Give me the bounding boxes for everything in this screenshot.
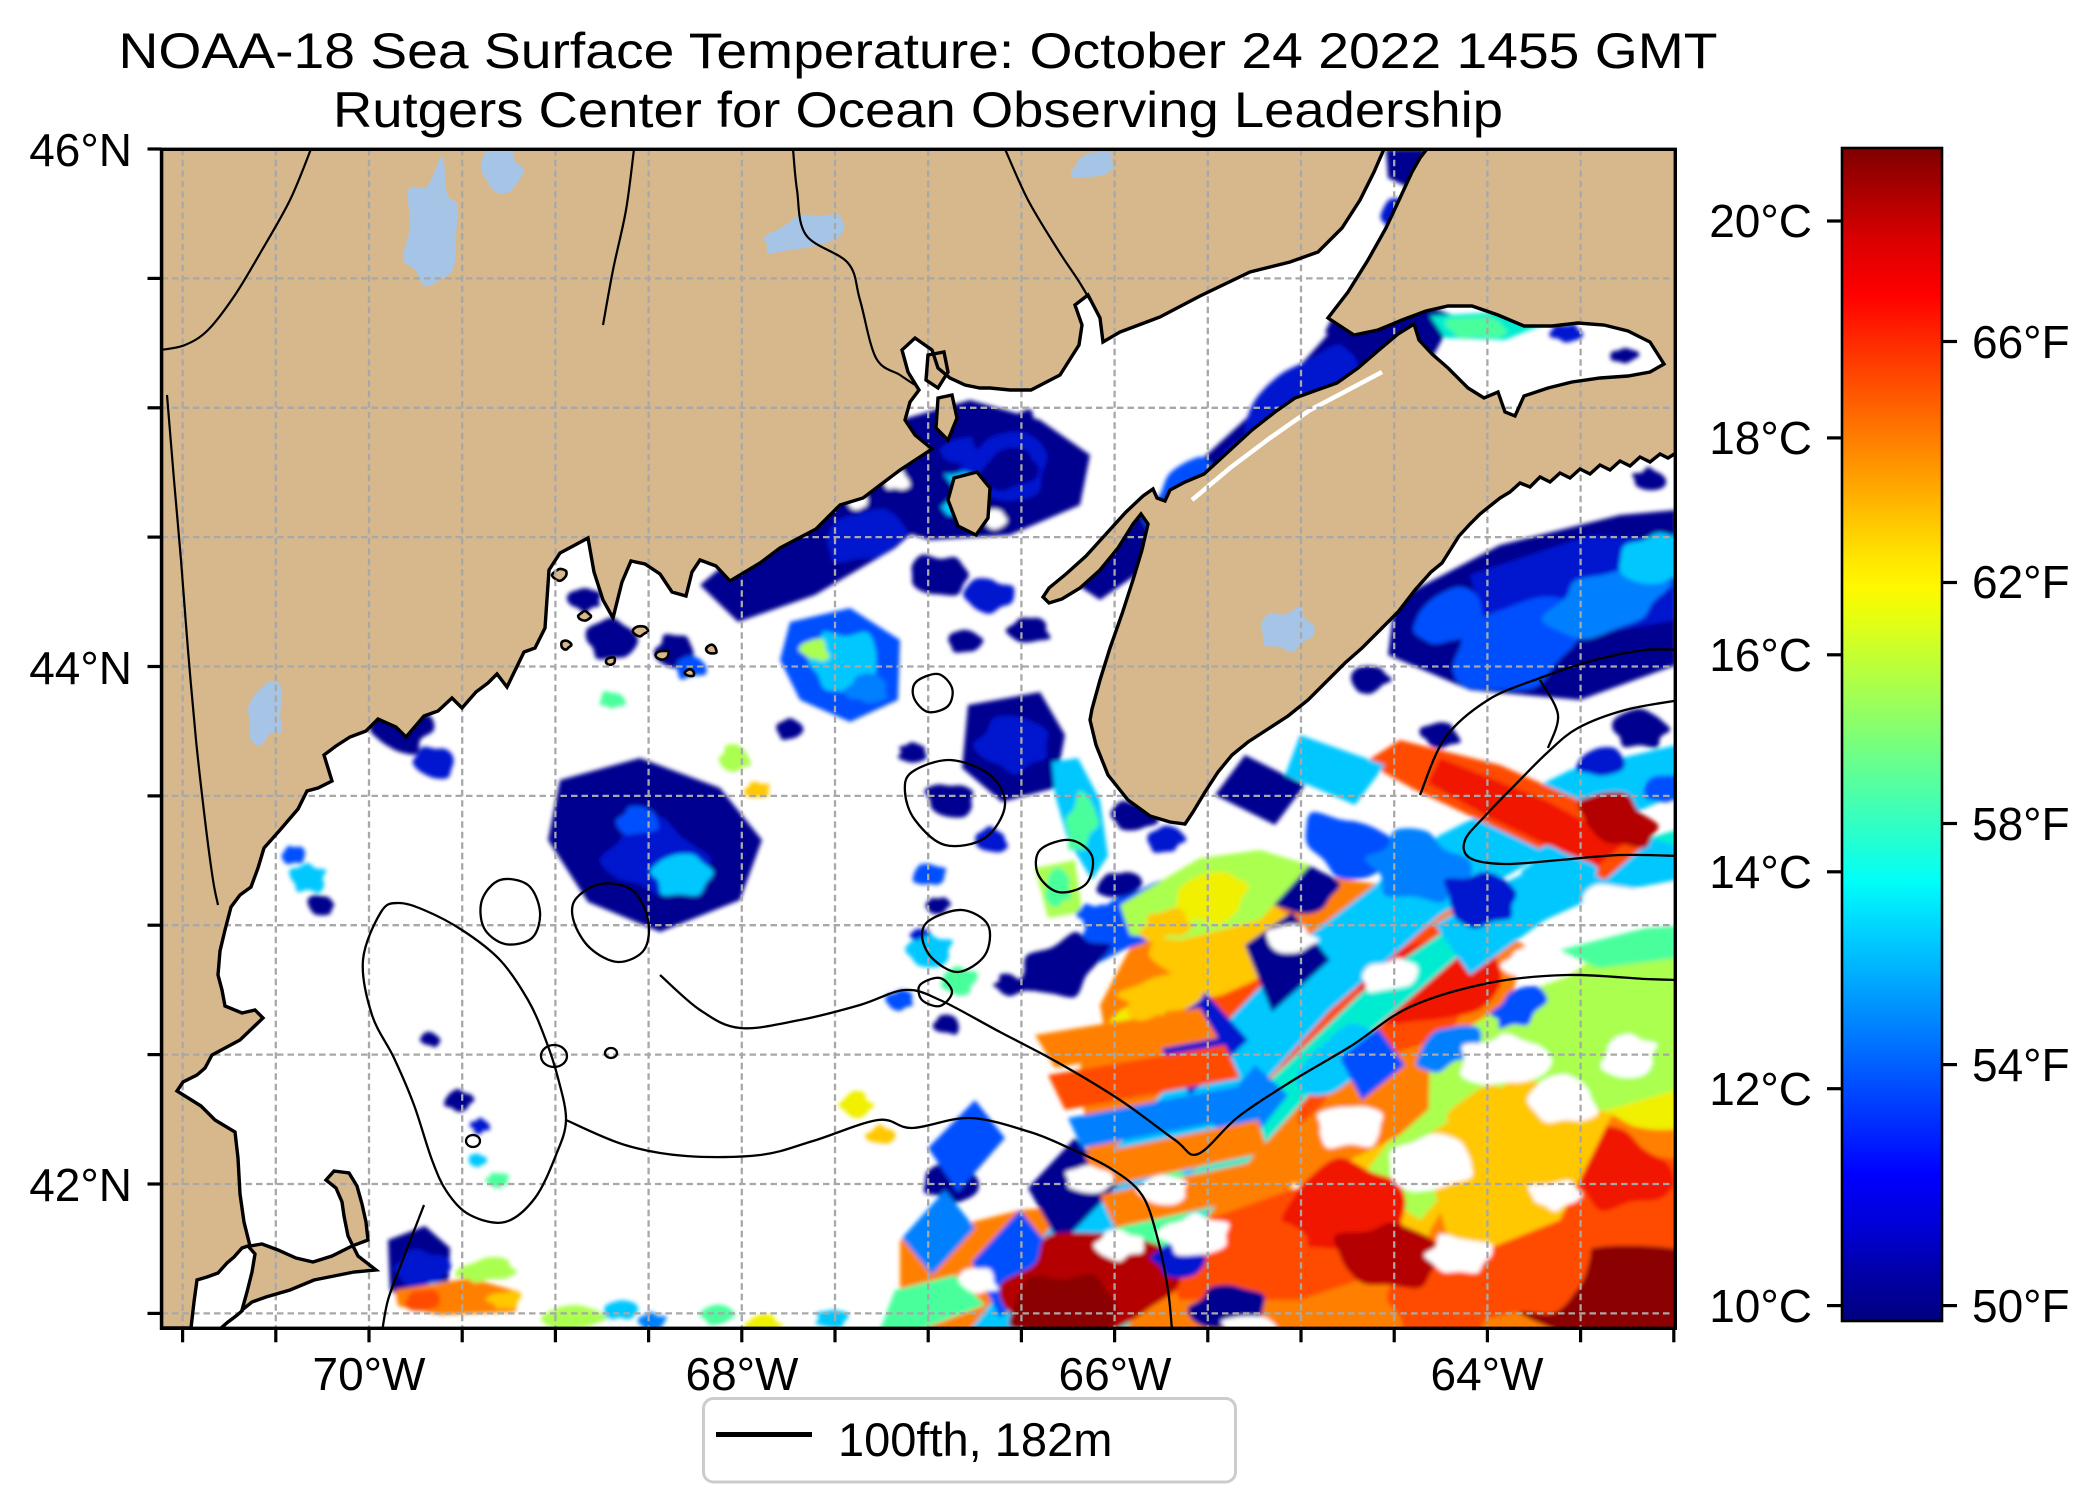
svg-text:100fth, 182m: 100fth, 182m bbox=[838, 1413, 1112, 1466]
svg-text:14°C: 14°C bbox=[1709, 846, 1812, 898]
svg-text:70°W: 70°W bbox=[313, 1348, 427, 1400]
svg-text:62°F: 62°F bbox=[1972, 556, 2070, 608]
svg-text:44°N: 44°N bbox=[29, 642, 132, 694]
svg-text:66°W: 66°W bbox=[1059, 1348, 1173, 1400]
svg-text:68°W: 68°W bbox=[686, 1348, 800, 1400]
svg-text:12°C: 12°C bbox=[1709, 1063, 1812, 1115]
svg-text:64°W: 64°W bbox=[1431, 1348, 1545, 1400]
svg-text:10°C: 10°C bbox=[1709, 1280, 1812, 1332]
svg-text:58°F: 58°F bbox=[1972, 798, 2070, 850]
svg-text:50°F: 50°F bbox=[1972, 1280, 2070, 1332]
svg-text:42°N: 42°N bbox=[29, 1159, 132, 1211]
svg-text:66°F: 66°F bbox=[1972, 316, 2070, 368]
svg-text:Rutgers Center for Ocean Obser: Rutgers Center for Ocean Observing Leade… bbox=[333, 82, 1503, 138]
svg-text:16°C: 16°C bbox=[1709, 629, 1812, 681]
svg-text:20°C: 20°C bbox=[1709, 195, 1812, 247]
svg-text:46°N: 46°N bbox=[29, 124, 132, 176]
svg-text:NOAA-18 Sea Surface Temperatur: NOAA-18 Sea Surface Temperature: October… bbox=[119, 23, 1718, 79]
svg-text:18°C: 18°C bbox=[1709, 412, 1812, 464]
svg-text:54°F: 54°F bbox=[1972, 1039, 2070, 1091]
